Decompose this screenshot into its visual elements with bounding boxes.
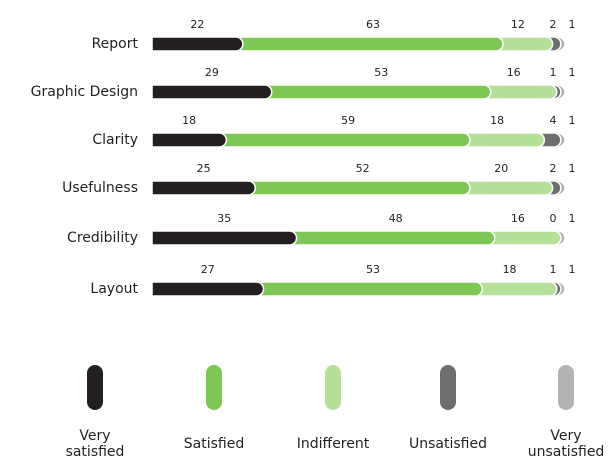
category-label: Clarity xyxy=(92,132,138,148)
value-label: 29 xyxy=(205,66,219,79)
legend-swatch xyxy=(206,365,222,410)
bar-segment xyxy=(151,230,298,246)
bar-segment xyxy=(151,281,265,297)
value-label: 1 xyxy=(550,66,557,79)
legend-label: Very unsatisfied xyxy=(527,427,605,460)
value-label: 35 xyxy=(217,212,231,225)
value-label: 1 xyxy=(569,212,576,225)
bar-segment xyxy=(487,230,562,246)
value-label: 1 xyxy=(569,66,576,79)
value-label: 53 xyxy=(366,263,380,276)
legend-label: Unsatisfied xyxy=(409,435,487,452)
value-label: 18 xyxy=(490,114,504,127)
value-label: 18 xyxy=(182,114,196,127)
value-label: 20 xyxy=(494,162,508,175)
bar-segment xyxy=(218,132,471,148)
value-label: 4 xyxy=(550,114,557,127)
bar-segment xyxy=(151,180,256,196)
value-label: 59 xyxy=(341,114,355,127)
bar-segment xyxy=(151,36,244,52)
bar-segment xyxy=(462,180,554,196)
value-label: 48 xyxy=(389,212,403,225)
bar-segment xyxy=(288,230,496,246)
legend-swatch xyxy=(325,365,341,410)
value-label: 1 xyxy=(569,114,576,127)
legend-swatch xyxy=(440,365,456,410)
legend-swatch xyxy=(558,365,574,410)
bar-segment xyxy=(235,36,504,52)
value-label: 2 xyxy=(550,18,557,31)
value-label: 25 xyxy=(197,162,211,175)
value-label: 18 xyxy=(503,263,517,276)
category-label: Credibility xyxy=(67,230,138,246)
bar-segment xyxy=(462,132,546,148)
value-label: 2 xyxy=(550,162,557,175)
bar-segment xyxy=(495,36,554,52)
value-label: 1 xyxy=(569,263,576,276)
legend-label: Very satisfied xyxy=(65,427,125,460)
category-label: Usefulness xyxy=(62,180,138,196)
value-label: 16 xyxy=(511,212,525,225)
bar-segment xyxy=(264,84,492,100)
value-label: 53 xyxy=(374,66,388,79)
bar-segment xyxy=(255,281,484,297)
bar-segment xyxy=(482,84,558,100)
value-label: 1 xyxy=(550,263,557,276)
value-label: 52 xyxy=(356,162,370,175)
bar-segment xyxy=(151,132,228,148)
legend-label: Satisfied xyxy=(183,435,245,452)
bar-segment xyxy=(474,281,558,297)
category-label: Graphic Design xyxy=(31,84,138,100)
value-label: 63 xyxy=(366,18,380,31)
value-label: 1 xyxy=(569,162,576,175)
category-label: Layout xyxy=(90,281,138,297)
legend-label: Indifferent xyxy=(296,435,370,452)
value-label: 22 xyxy=(190,18,204,31)
value-label: 27 xyxy=(201,263,215,276)
value-label: 16 xyxy=(507,66,521,79)
value-label: 1 xyxy=(569,18,576,31)
bar-segment xyxy=(247,180,471,196)
category-label: Report xyxy=(92,36,139,52)
value-label: 12 xyxy=(511,18,525,31)
legend-swatch xyxy=(87,365,103,410)
bar-segment xyxy=(151,84,273,100)
value-label: 0 xyxy=(550,212,557,225)
